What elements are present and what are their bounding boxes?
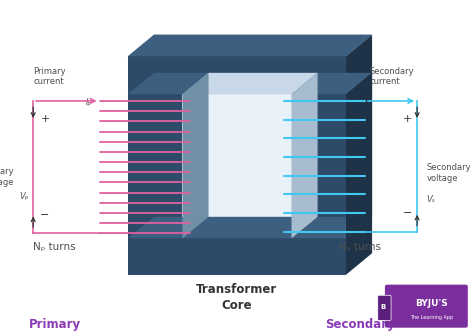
Text: Primary
voltage: Primary voltage (0, 167, 14, 187)
Text: Secondary
voltage: Secondary voltage (427, 163, 471, 183)
Polygon shape (182, 73, 318, 94)
Polygon shape (292, 94, 346, 238)
Polygon shape (128, 94, 182, 238)
Text: B: B (381, 304, 386, 310)
Text: −: − (40, 210, 50, 220)
Text: Iₛ: Iₛ (367, 98, 373, 107)
Polygon shape (128, 56, 346, 94)
Text: +: + (403, 114, 412, 124)
Text: Vₛ: Vₛ (427, 195, 436, 204)
Text: Nₚ turns: Nₚ turns (33, 242, 76, 252)
Text: +: + (40, 114, 50, 124)
Text: Transformer
Core: Transformer Core (196, 283, 278, 312)
FancyBboxPatch shape (378, 295, 391, 320)
Polygon shape (182, 94, 292, 238)
Polygon shape (128, 238, 346, 275)
Text: Vₚ: Vₚ (19, 192, 28, 202)
Text: Secondary
current: Secondary current (370, 67, 414, 86)
Polygon shape (346, 73, 372, 238)
Text: −: − (403, 209, 412, 218)
Text: Secondary
winding: Secondary winding (325, 318, 395, 331)
Polygon shape (128, 73, 209, 94)
Polygon shape (182, 73, 209, 238)
Text: Nₛ turns: Nₛ turns (339, 242, 381, 252)
Text: Iₚ: Iₚ (85, 98, 91, 107)
Polygon shape (346, 35, 372, 275)
FancyBboxPatch shape (385, 285, 468, 328)
Polygon shape (128, 35, 372, 56)
Polygon shape (128, 35, 372, 56)
Polygon shape (292, 73, 318, 238)
Polygon shape (292, 73, 372, 94)
Text: The Learning App: The Learning App (410, 314, 453, 320)
Polygon shape (128, 217, 372, 238)
Text: Primary
winding: Primary winding (28, 318, 81, 331)
Text: Primary
current: Primary current (33, 67, 66, 86)
Text: BYJU'S: BYJU'S (415, 299, 448, 308)
